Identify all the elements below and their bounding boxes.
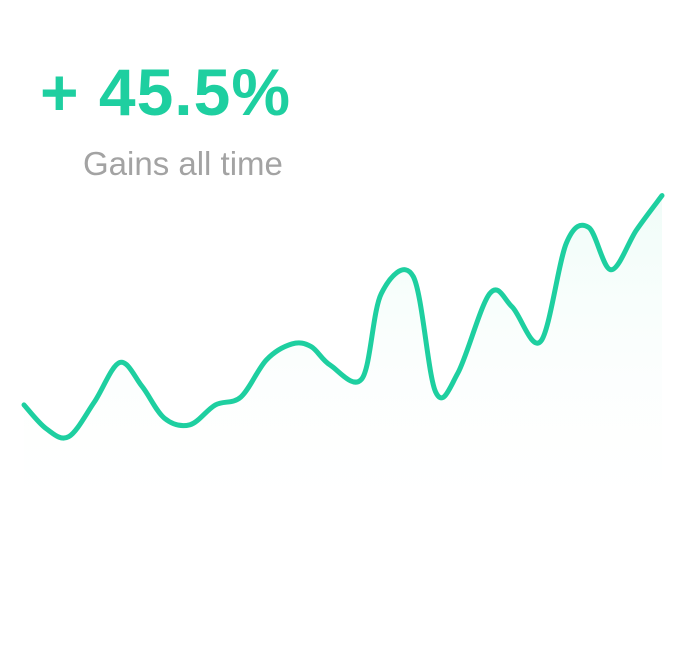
series-line <box>21 193 665 441</box>
gain-value: + 45.5% <box>40 55 292 129</box>
gain-caption: Gains all time <box>83 145 283 182</box>
area-fill <box>24 195 662 533</box>
